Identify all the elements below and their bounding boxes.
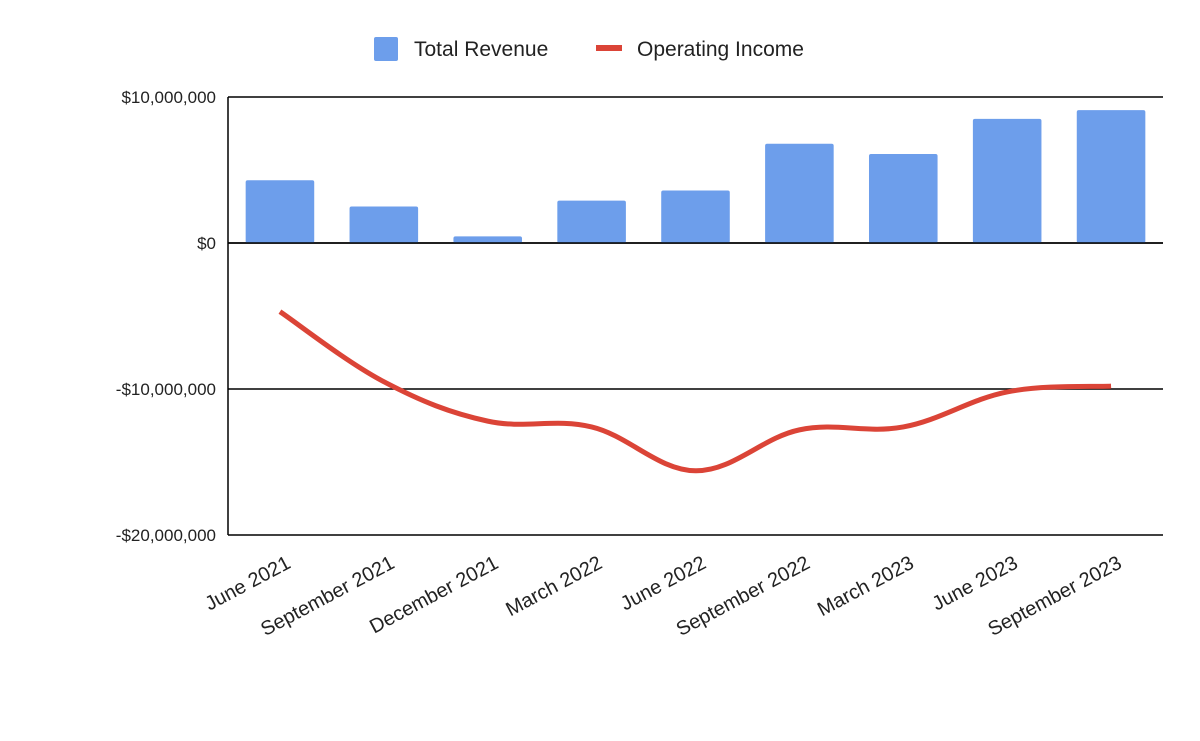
x-tick-label: June 2021 xyxy=(201,552,294,615)
bar xyxy=(661,190,730,243)
legend-label: Total Revenue xyxy=(414,38,548,61)
y-tick-label: -$20,000,000 xyxy=(116,526,216,545)
y-tick-label: $0 xyxy=(197,234,216,253)
y-tick-label: $10,000,000 xyxy=(121,88,216,107)
y-axis-tick-labels: $10,000,000 $0 -$10,000,000 -$20,000,000 xyxy=(116,88,216,545)
legend-swatch-total-revenue xyxy=(374,37,398,61)
bar xyxy=(868,153,938,243)
bar xyxy=(765,143,834,243)
bar xyxy=(349,206,419,243)
y-tick-label: -$10,000,000 xyxy=(116,380,216,399)
x-tick-label: June 2023 xyxy=(929,552,1022,615)
bar xyxy=(972,118,1042,243)
bar xyxy=(557,200,626,243)
bars xyxy=(228,110,1163,244)
series-lines xyxy=(278,309,1112,474)
legend: Total Revenue Operating Income xyxy=(374,37,804,61)
bar xyxy=(1076,110,1146,243)
x-tick-label: June 2022 xyxy=(617,552,710,615)
bar xyxy=(453,236,523,243)
legend-swatch-operating-income xyxy=(596,45,622,51)
series-line xyxy=(278,309,1112,474)
bar xyxy=(245,180,315,243)
legend-label: Operating Income xyxy=(637,38,804,61)
x-tick-label: March 2023 xyxy=(814,552,918,621)
x-tick-label: March 2022 xyxy=(502,552,606,621)
